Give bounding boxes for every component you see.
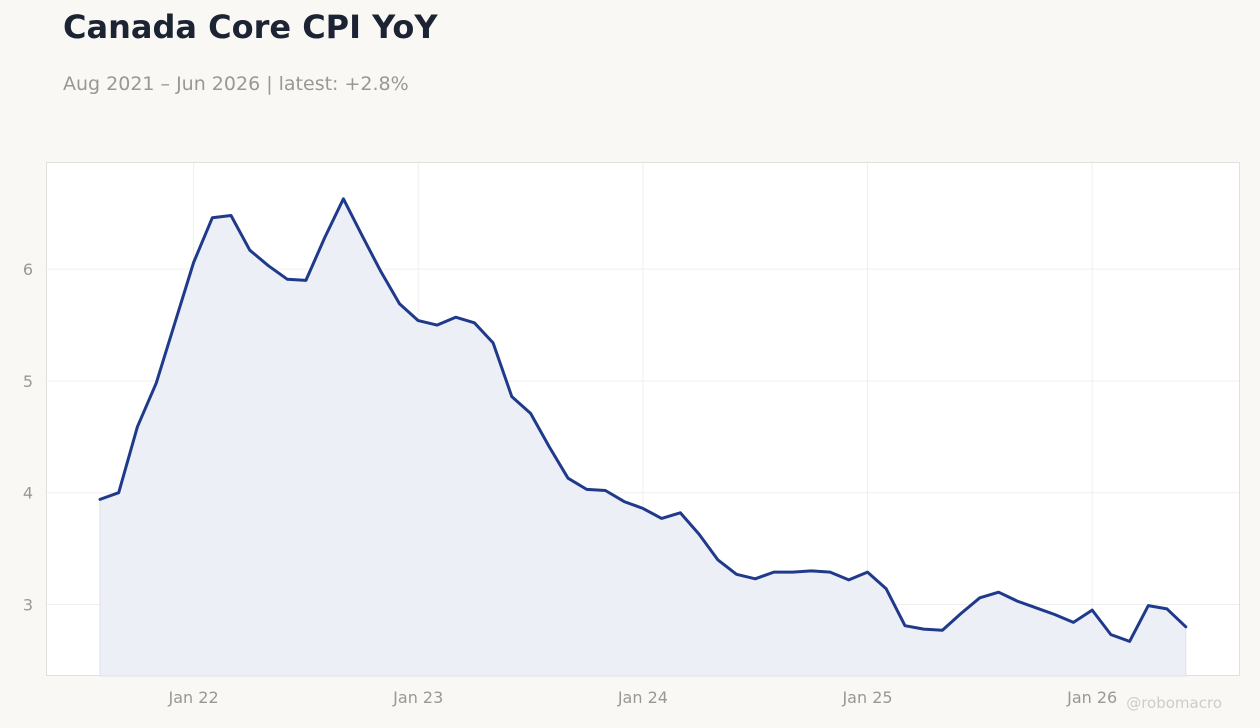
- series-line: [98, 197, 1188, 643]
- watermark: @robomacro: [1126, 694, 1222, 712]
- x-tick-label: Jan 23: [392, 688, 443, 707]
- y-tick-label: 5: [23, 372, 33, 391]
- y-tick-label: 4: [23, 484, 33, 503]
- x-tick-label: Jan 26: [1066, 688, 1117, 707]
- x-tick-label: Jan 24: [617, 688, 668, 707]
- chart-title: Canada Core CPI YoY: [63, 8, 438, 46]
- x-axis-ticks: Jan 22 Jan 23 Jan 24 Jan 25 Jan 26: [168, 688, 1118, 707]
- y-tick-label: 3: [23, 595, 33, 614]
- y-tick-label: 6: [23, 260, 33, 279]
- y-axis-ticks: 3 4 5 6: [23, 260, 33, 614]
- chart-subtitle: Aug 2021 – Jun 2026 | latest: +2.8%: [63, 73, 409, 95]
- x-tick-label: Jan 25: [841, 688, 892, 707]
- x-tick-label: Jan 22: [168, 688, 219, 707]
